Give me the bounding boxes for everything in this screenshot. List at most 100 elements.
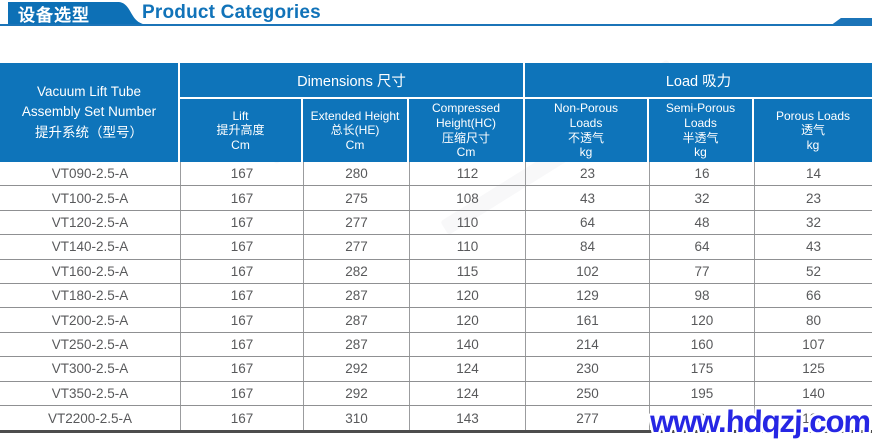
cell-semi-porous-load: 195 [649,381,754,405]
column-header-semi-porous: Semi-Porous Loads 半透气 kg [649,99,754,162]
badge-swoosh-shape [100,2,146,25]
cell-compressed-height: 112 [409,162,525,186]
cell-lift: 167 [180,381,303,405]
column-header-assembly-set: Vacuum Lift Tube Assembly Set Number 提升系… [0,63,180,162]
table-row: VT200-2.5-A 167 287 120 161 120 80 [0,308,872,333]
page-title: Product Categories [142,1,321,23]
cell-semi-porous-load: 120 [649,308,754,332]
cell-model: VT090-2.5-A [51,166,129,182]
cell-extended-height: 287 [303,308,409,332]
cell-model: VT250-2.5-A [51,336,129,352]
cell-non-porous-load: 64 [525,210,649,235]
cell-porous-load: 32 [754,210,872,235]
cell-model: VT300-2.5-A [51,361,129,377]
cell-extended-height: 292 [303,381,409,405]
table-row: VT180-2.5-A 167 287 120 129 98 66 [0,283,872,309]
cell-model: VT140-2.5-A [51,239,129,255]
cell-compressed-height: 108 [409,186,525,210]
table-body: VT090-2.5-A 167 280 112 23 16 14 VT100-2… [0,162,872,434]
cell-compressed-height: 140 [409,332,525,357]
cell-lift: 167 [180,210,303,235]
section-badge: 设备选型 [8,2,100,25]
cell-non-porous-load: 230 [525,357,649,381]
cell-non-porous-load: 102 [525,259,649,283]
cell-semi-porous-load: 64 [649,235,754,259]
cell-compressed-height: 124 [409,357,525,381]
cell-porous-load: 66 [754,283,872,308]
cell-semi-porous-load: 16 [649,162,754,186]
cell-porous-load: 140 [754,381,872,405]
cell-compressed-height: 143 [409,405,525,431]
table-row: VT300-2.5-A 167 292 124 230 175 125 [0,357,872,382]
cell-semi-porous-load: 77 [649,259,754,283]
cell-lift: 167 [180,283,303,308]
cell-porous-load: 125 [754,357,872,381]
table-row: VT100-2.5-A 167 275 108 43 32 23 [0,186,872,211]
column-header-lift: Lift 提升高度 Cm [180,99,303,162]
cell-compressed-height: 110 [409,210,525,235]
cell-compressed-height: 120 [409,308,525,332]
cell-non-porous-load: 84 [525,235,649,259]
header-underline-end [830,18,872,26]
cell-porous-load: 138 [754,405,872,431]
cell-lift: 167 [180,357,303,381]
cell-extended-height: 310 [303,405,409,431]
cell-model: VT2200-2.5-A [47,410,133,426]
cell-semi-porous-load: 48 [649,210,754,235]
cell-model: VT100-2.5-A [51,190,129,206]
cell-porous-load: 80 [754,308,872,332]
column-header-compressed-height: Compressed Height(HC) 压缩尺寸 Cm [409,99,525,162]
table-row: VT140-2.5-A 167 277 110 84 64 43 [0,235,872,260]
cell-extended-height: 277 [303,210,409,235]
cell-lift: 167 [180,308,303,332]
cell-non-porous-load: 161 [525,308,649,332]
group-header-dimensions: Dimensions 尺寸 [180,63,525,99]
cell-extended-height: 277 [303,235,409,259]
spec-table: Vacuum Lift Tube Assembly Set Number 提升系… [0,63,872,434]
cell-extended-height: 275 [303,186,409,210]
table-row: VT250-2.5-A 167 287 140 214 160 107 [0,332,872,358]
column-header-extended-height: Extended Height 总长(HE) Cm [303,99,409,162]
cell-non-porous-load: 214 [525,332,649,357]
table-row: VT160-2.5-A 167 282 115 102 77 52 [0,259,872,284]
cell-compressed-height: 124 [409,381,525,405]
cell-extended-height: 292 [303,357,409,381]
cell-semi-porous-load: 32 [649,186,754,210]
cell-porous-load: 14 [754,162,872,186]
cell-lift: 167 [180,259,303,283]
cell-model: VT350-2.5-A [51,385,129,401]
group-header-load: Load 吸力 [525,63,872,99]
cell-lift: 167 [180,186,303,210]
cell-extended-height: 280 [303,162,409,186]
table-row: VT350-2.5-A 167 292 124 250 195 140 [0,381,872,406]
table-row: VT090-2.5-A 167 280 112 23 16 14 [0,162,872,187]
cell-extended-height: 287 [303,332,409,357]
cell-non-porous-load: 43 [525,186,649,210]
cell-model: VT120-2.5-A [51,214,129,230]
cell-porous-load: 43 [754,235,872,259]
cell-model: VT200-2.5-A [51,312,129,328]
cell-extended-height: 287 [303,283,409,308]
cell-semi-porous-load: 160 [649,332,754,357]
site-watermark: www.hdqzj.com [649,404,871,439]
cell-compressed-height: 115 [409,259,525,283]
cell-porous-load: 52 [754,259,872,283]
cell-non-porous-load: 277 [525,405,649,431]
cell-semi-porous-load: 175 [649,357,754,381]
cell-porous-load: 23 [754,186,872,210]
cell-non-porous-load: 129 [525,283,649,308]
cell-lift: 167 [180,162,303,186]
cell-non-porous-load: 23 [525,162,649,186]
cell-compressed-height: 120 [409,283,525,308]
table-header: Vacuum Lift Tube Assembly Set Number 提升系… [0,63,872,162]
cell-compressed-height: 110 [409,235,525,259]
cell-lift: 167 [180,405,303,431]
cell-semi-porous-load: 207 [649,405,754,431]
cell-porous-load: 107 [754,332,872,357]
cell-semi-porous-load: 98 [649,283,754,308]
section-badge-label: 设备选型 [18,6,90,25]
cell-lift: 167 [180,332,303,357]
table-row: VT120-2.5-A 167 277 110 64 48 32 [0,210,872,236]
cell-extended-height: 282 [303,259,409,283]
